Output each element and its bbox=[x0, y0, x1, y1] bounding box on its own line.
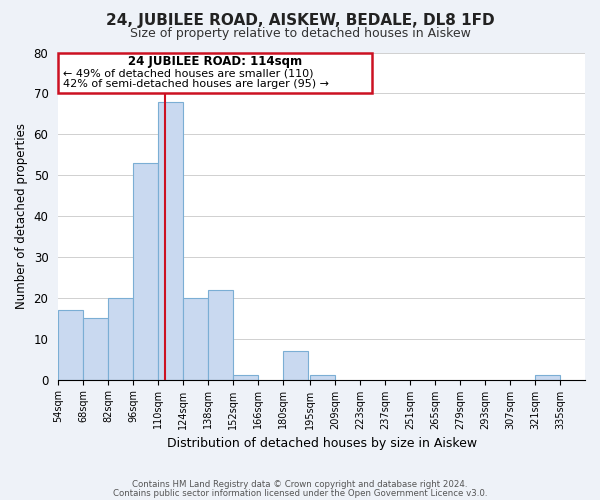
Bar bbox=[109, 298, 133, 380]
Bar bbox=[310, 376, 335, 380]
Text: Contains HM Land Registry data © Crown copyright and database right 2024.: Contains HM Land Registry data © Crown c… bbox=[132, 480, 468, 489]
Text: 42% of semi-detached houses are larger (95) →: 42% of semi-detached houses are larger (… bbox=[64, 80, 329, 90]
Text: ← 49% of detached houses are smaller (110): ← 49% of detached houses are smaller (11… bbox=[64, 68, 314, 78]
Text: Contains public sector information licensed under the Open Government Licence v3: Contains public sector information licen… bbox=[113, 490, 487, 498]
Text: 24 JUBILEE ROAD: 114sqm: 24 JUBILEE ROAD: 114sqm bbox=[128, 55, 302, 68]
Y-axis label: Number of detached properties: Number of detached properties bbox=[15, 123, 28, 309]
Bar bbox=[535, 376, 560, 380]
Bar bbox=[184, 298, 208, 380]
Bar bbox=[83, 318, 108, 380]
Text: Size of property relative to detached houses in Aiskew: Size of property relative to detached ho… bbox=[130, 28, 470, 40]
Bar bbox=[233, 376, 258, 380]
Text: 24, JUBILEE ROAD, AISKEW, BEDALE, DL8 1FD: 24, JUBILEE ROAD, AISKEW, BEDALE, DL8 1F… bbox=[106, 12, 494, 28]
FancyBboxPatch shape bbox=[58, 52, 371, 94]
Bar bbox=[133, 163, 158, 380]
Bar bbox=[283, 351, 308, 380]
Bar bbox=[208, 290, 233, 380]
X-axis label: Distribution of detached houses by size in Aiskew: Distribution of detached houses by size … bbox=[167, 437, 476, 450]
Bar bbox=[158, 102, 183, 380]
Bar bbox=[58, 310, 83, 380]
